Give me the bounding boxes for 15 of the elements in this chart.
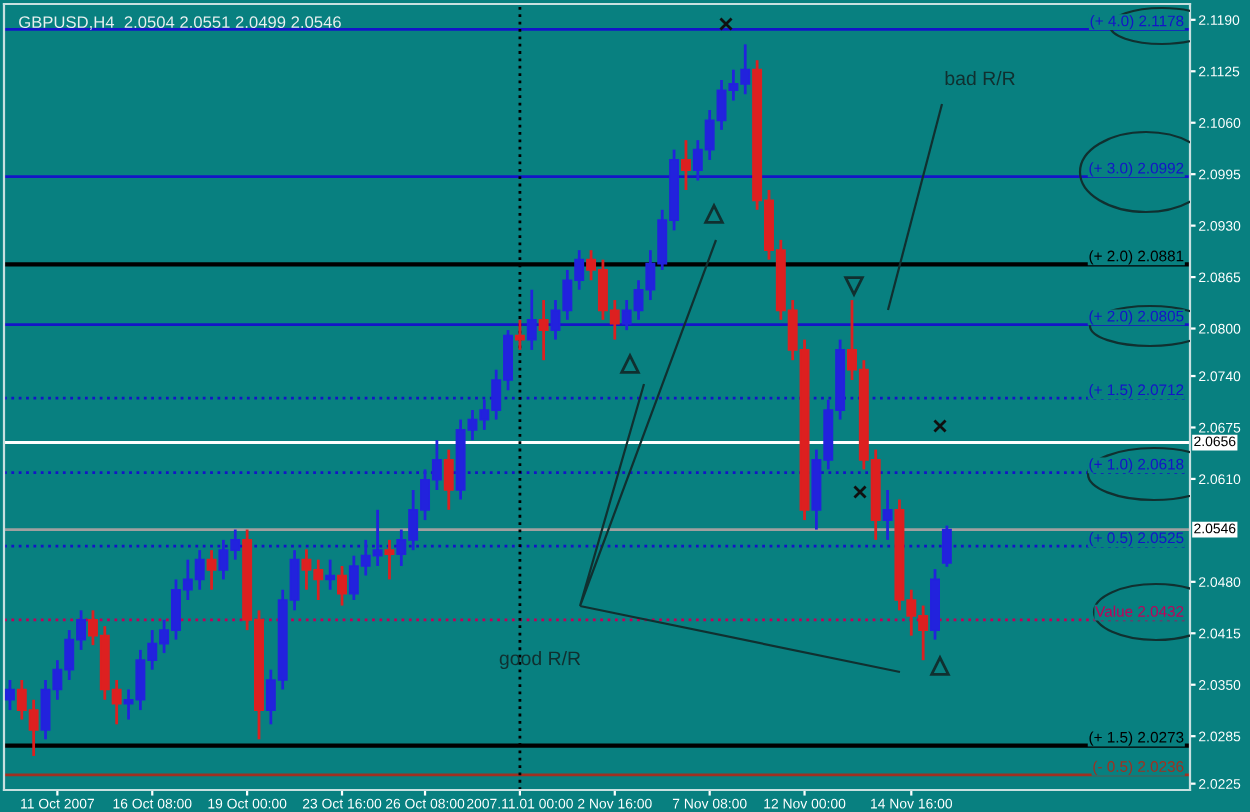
annotation: bad R/R	[945, 70, 1015, 86]
candlestick	[384, 538, 395, 581]
candlestick	[206, 548, 217, 592]
candlestick	[941, 524, 952, 569]
candlestick	[325, 558, 336, 592]
candlestick	[538, 298, 549, 362]
candlestick	[680, 138, 691, 192]
text: GBPUSD,H4 2.0504 2.0551 2.0499 2.0546	[19, 16, 341, 30]
candlestick	[443, 448, 454, 512]
candlestick	[514, 318, 525, 352]
annotation: good R/R	[499, 650, 581, 670]
candlestick	[526, 288, 537, 352]
candlestick	[337, 564, 347, 607]
candlestick	[4, 678, 15, 712]
candlestick	[882, 488, 893, 542]
